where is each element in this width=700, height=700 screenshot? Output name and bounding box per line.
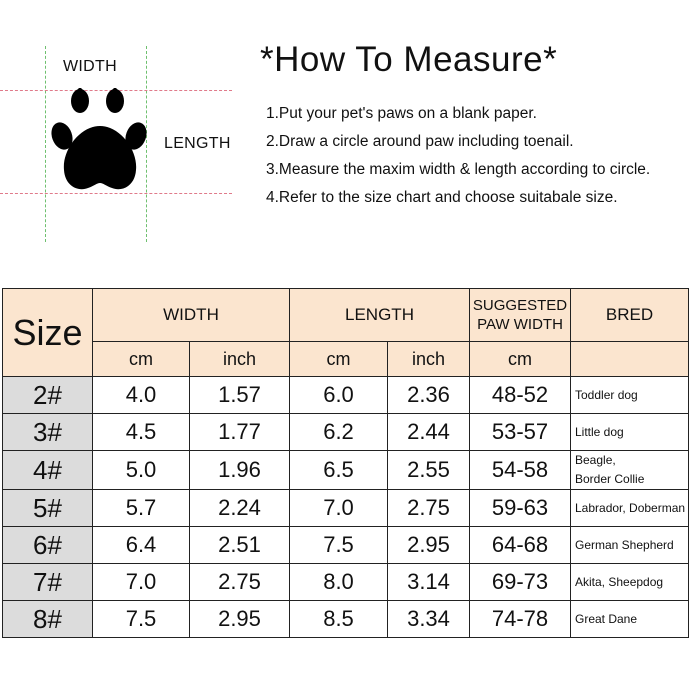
measure-steps: 1.Put your pet's paws on a blank paper. … (266, 100, 650, 212)
width-cm-cell: 5.0 (92, 450, 190, 490)
length-inch-cell: 2.95 (387, 526, 470, 564)
length-inch-cell: 2.75 (387, 489, 470, 527)
length-inch-cell: 3.34 (387, 600, 470, 638)
bred-cell: German Shepherd (570, 526, 689, 564)
length-guide-bottom (0, 193, 232, 194)
bred-cell: Beagle, Border Collie (570, 450, 689, 490)
table-row: 3# 4.5 1.77 6.2 2.44 53-57 Little dog (2, 413, 689, 451)
length-inch-cell: 2.55 (387, 450, 470, 490)
table-row: 4# 5.0 1.96 6.5 2.55 54-58 Beagle, Borde… (2, 450, 689, 490)
measure-diagram: WIDTH LENGTH (0, 0, 250, 250)
unit-bred-empty (570, 341, 689, 377)
length-cm-cell: 6.0 (289, 376, 388, 414)
step-1: 1.Put your pet's paws on a blank paper. (266, 105, 537, 122)
header-suggested-paw-width: SUGGESTED PAW WIDTH (469, 288, 571, 342)
width-guide-left (45, 46, 46, 242)
bred-cell: Toddler dog (570, 376, 689, 414)
paw-width-cell: 64-68 (469, 526, 571, 564)
length-cm-cell: 6.2 (289, 413, 388, 451)
table-row: 2# 4.0 1.57 6.0 2.36 48-52 Toddler dog (2, 376, 689, 414)
bred-line-2: Border Collie (575, 472, 645, 486)
bred-cell: Akita, Sheepdog (570, 563, 689, 601)
table-row: 5# 5.7 2.24 7.0 2.75 59-63 Labrador, Dob… (2, 489, 689, 527)
header-size: Size (2, 288, 93, 377)
step-2: 2.Draw a circle around paw including toe… (266, 133, 574, 150)
step-4: 4.Refer to the size chart and choose sui… (266, 189, 618, 206)
header-width: WIDTH (92, 288, 290, 342)
length-cm-cell: 6.5 (289, 450, 388, 490)
unit-length-inch: inch (387, 341, 470, 377)
size-chart-table: Size WIDTH LENGTH SUGGESTED PAW WIDTH BR… (2, 288, 689, 638)
header-bred: BRED (570, 288, 689, 342)
size-cell: 2# (2, 376, 93, 414)
unit-width-cm: cm (92, 341, 190, 377)
length-inch-cell: 2.36 (387, 376, 470, 414)
paw-width-cell: 74-78 (469, 600, 571, 638)
size-cell: 3# (2, 413, 93, 451)
table-row: 7# 7.0 2.75 8.0 3.14 69-73 Akita, Sheepd… (2, 563, 689, 601)
table-row: 6# 6.4 2.51 7.5 2.95 64-68 German Shephe… (2, 526, 689, 564)
size-cell: 7# (2, 563, 93, 601)
length-cm-cell: 7.5 (289, 526, 388, 564)
paw-width-cell: 59-63 (469, 489, 571, 527)
width-cm-cell: 6.4 (92, 526, 190, 564)
header-length: LENGTH (289, 288, 470, 342)
paw-width-cell: 54-58 (469, 450, 571, 490)
bred-cell: Little dog (570, 413, 689, 451)
width-inch-cell: 1.96 (189, 450, 290, 490)
paw-width-cell: 69-73 (469, 563, 571, 601)
width-inch-cell: 1.77 (189, 413, 290, 451)
length-cm-cell: 7.0 (289, 489, 388, 527)
size-cell: 8# (2, 600, 93, 638)
size-cell: 5# (2, 489, 93, 527)
width-inch-cell: 1.57 (189, 376, 290, 414)
width-inch-cell: 2.75 (189, 563, 290, 601)
bred-cell: Labrador, Doberman (570, 489, 689, 527)
paw-print-icon (51, 88, 147, 190)
length-cm-cell: 8.0 (289, 563, 388, 601)
width-guide-right (146, 46, 147, 242)
length-cm-cell: 8.5 (289, 600, 388, 638)
length-inch-cell: 2.44 (387, 413, 470, 451)
header-suggested-line1: SUGGESTED (472, 297, 568, 314)
size-cell: 4# (2, 450, 93, 490)
width-inch-cell: 2.95 (189, 600, 290, 638)
width-cm-cell: 7.0 (92, 563, 190, 601)
width-cm-cell: 4.0 (92, 376, 190, 414)
width-cm-cell: 7.5 (92, 600, 190, 638)
width-inch-cell: 2.51 (189, 526, 290, 564)
unit-paw-width-cm: cm (469, 341, 571, 377)
how-to-measure-title: *How To Measure* (260, 40, 558, 79)
header-suggested-line2: PAW WIDTH (477, 316, 563, 333)
step-3: 3.Measure the maxim width & length accor… (266, 161, 651, 178)
unit-width-inch: inch (189, 341, 290, 377)
bred-line-1: Beagle, (575, 453, 616, 467)
paw-width-cell: 53-57 (469, 413, 571, 451)
width-inch-cell: 2.24 (189, 489, 290, 527)
width-label: WIDTH (63, 58, 117, 75)
length-label: LENGTH (164, 135, 231, 152)
width-cm-cell: 4.5 (92, 413, 190, 451)
bred-cell: Great Dane (570, 600, 689, 638)
paw-width-cell: 48-52 (469, 376, 571, 414)
unit-length-cm: cm (289, 341, 388, 377)
table-row: 8# 7.5 2.95 8.5 3.34 74-78 Great Dane (2, 600, 689, 638)
length-inch-cell: 3.14 (387, 563, 470, 601)
size-cell: 6# (2, 526, 93, 564)
width-cm-cell: 5.7 (92, 489, 190, 527)
